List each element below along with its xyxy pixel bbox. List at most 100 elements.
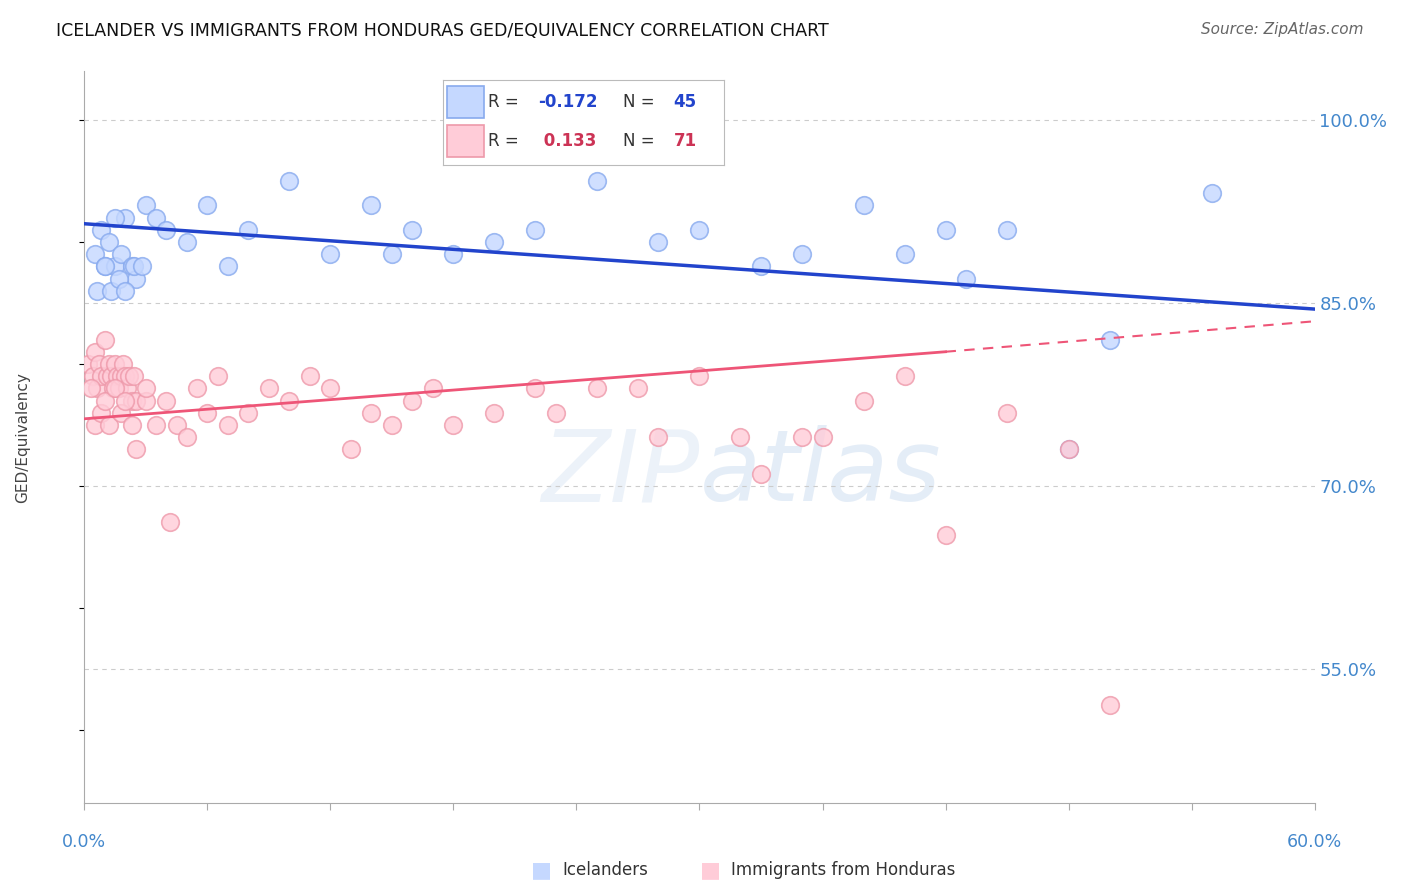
Point	[77, 357, 100, 371]
Text: GED/Equivalency: GED/Equivalency	[15, 372, 31, 502]
Point	[108, 381, 131, 395]
Point	[995, 223, 1018, 237]
Point	[135, 381, 157, 395]
Point	[83, 247, 105, 261]
FancyBboxPatch shape	[447, 87, 484, 119]
Point	[131, 260, 153, 274]
Point	[298, 369, 321, 384]
Point	[112, 357, 135, 371]
Point	[544, 406, 567, 420]
Point	[422, 381, 444, 395]
Point	[381, 417, 404, 432]
Point	[586, 381, 609, 395]
Text: N =: N =	[623, 132, 659, 150]
Point	[83, 417, 105, 432]
Point	[647, 430, 669, 444]
Point	[278, 393, 301, 408]
Point	[104, 381, 127, 395]
Point	[104, 211, 127, 225]
Point	[114, 369, 136, 384]
Point	[114, 211, 136, 225]
Text: R =: R =	[488, 132, 524, 150]
Point	[98, 357, 121, 371]
Point	[82, 369, 104, 384]
Point	[935, 527, 957, 541]
Text: Icelanders: Icelanders	[562, 861, 648, 879]
Point	[484, 406, 506, 420]
Point	[217, 260, 239, 274]
Point	[893, 247, 915, 261]
Point	[689, 223, 711, 237]
Point	[110, 247, 132, 261]
Point	[122, 260, 145, 274]
Point	[319, 247, 342, 261]
Point	[90, 406, 112, 420]
Point	[730, 430, 752, 444]
Point	[340, 442, 363, 457]
Point	[94, 260, 117, 274]
Point	[114, 284, 136, 298]
Point	[104, 260, 127, 274]
Point	[207, 369, 229, 384]
Point	[749, 260, 772, 274]
Point	[524, 223, 547, 237]
Text: R =: R =	[488, 94, 524, 112]
Point	[935, 223, 957, 237]
Point	[98, 235, 121, 249]
Point	[86, 284, 108, 298]
Text: 71: 71	[673, 132, 696, 150]
Point	[381, 247, 404, 261]
Text: 0.133: 0.133	[538, 132, 598, 150]
Point	[443, 247, 465, 261]
Point	[1201, 186, 1223, 201]
Text: ■: ■	[700, 860, 720, 880]
Point	[1057, 442, 1080, 457]
Point	[749, 467, 772, 481]
Point	[100, 369, 122, 384]
Point	[852, 393, 875, 408]
Point	[217, 417, 239, 432]
Point	[790, 247, 813, 261]
Point	[443, 417, 465, 432]
Point	[101, 381, 124, 395]
Text: Source: ZipAtlas.com: Source: ZipAtlas.com	[1201, 22, 1364, 37]
Point	[790, 430, 813, 444]
Point	[124, 271, 146, 285]
Point	[94, 333, 117, 347]
FancyBboxPatch shape	[447, 125, 484, 157]
Point	[995, 406, 1018, 420]
Point	[360, 198, 382, 212]
Text: -0.172: -0.172	[538, 94, 598, 112]
Point	[98, 417, 121, 432]
Point	[104, 357, 127, 371]
Point	[135, 198, 157, 212]
Text: 45: 45	[673, 94, 696, 112]
Point	[360, 406, 382, 420]
Point	[186, 381, 208, 395]
Point	[100, 284, 122, 298]
Point	[110, 369, 132, 384]
Text: N =: N =	[623, 94, 659, 112]
Point	[117, 381, 139, 395]
Point	[1098, 333, 1121, 347]
Point	[238, 406, 260, 420]
Point	[197, 198, 219, 212]
Point	[94, 393, 117, 408]
Point	[319, 381, 342, 395]
Point	[176, 430, 198, 444]
Point	[1057, 442, 1080, 457]
Point	[122, 369, 145, 384]
Point	[83, 344, 105, 359]
Point	[121, 417, 143, 432]
Point	[159, 516, 181, 530]
Point	[852, 198, 875, 212]
Text: ZIP: ZIP	[541, 425, 700, 522]
Point	[90, 369, 112, 384]
Point	[484, 235, 506, 249]
Point	[176, 235, 198, 249]
Point	[121, 393, 143, 408]
Point	[145, 417, 167, 432]
Point	[110, 406, 132, 420]
Point	[121, 260, 143, 274]
Point	[257, 381, 280, 395]
